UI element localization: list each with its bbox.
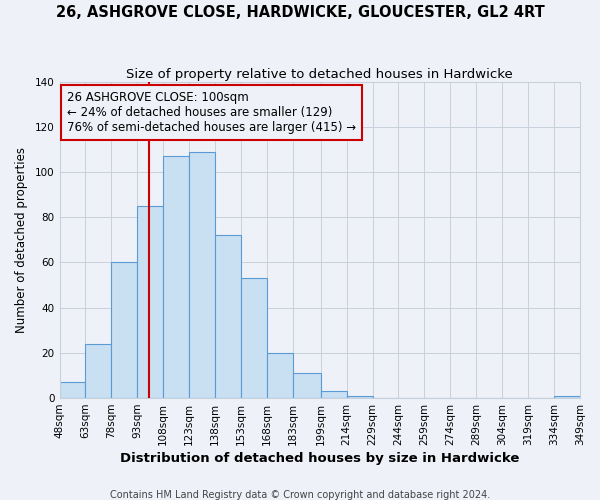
Bar	[215, 236, 241, 398]
Bar	[163, 156, 189, 398]
Text: 26, ASHGROVE CLOSE, HARDWICKE, GLOUCESTER, GL2 4RT: 26, ASHGROVE CLOSE, HARDWICKE, GLOUCESTE…	[56, 5, 544, 20]
Title: Size of property relative to detached houses in Hardwicke: Size of property relative to detached ho…	[127, 68, 513, 80]
Bar	[189, 152, 215, 398]
Text: Contains HM Land Registry data © Crown copyright and database right 2024.: Contains HM Land Registry data © Crown c…	[110, 490, 490, 500]
Bar	[59, 382, 85, 398]
Bar	[137, 206, 163, 398]
Bar	[85, 344, 112, 398]
Bar	[241, 278, 267, 398]
Bar	[347, 396, 373, 398]
Text: 26 ASHGROVE CLOSE: 100sqm
← 24% of detached houses are smaller (129)
76% of semi: 26 ASHGROVE CLOSE: 100sqm ← 24% of detac…	[67, 91, 356, 134]
Y-axis label: Number of detached properties: Number of detached properties	[15, 147, 28, 333]
Bar	[554, 396, 580, 398]
Bar	[320, 392, 347, 398]
Bar	[267, 353, 293, 398]
Bar	[293, 373, 320, 398]
X-axis label: Distribution of detached houses by size in Hardwicke: Distribution of detached houses by size …	[120, 452, 520, 465]
Bar	[112, 262, 137, 398]
